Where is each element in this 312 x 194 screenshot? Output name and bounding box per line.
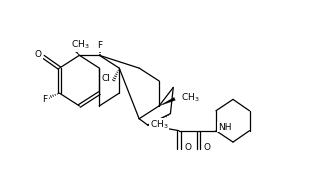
Text: Cl: Cl — [102, 74, 111, 83]
Text: CH$_3$: CH$_3$ — [181, 91, 200, 104]
Text: F: F — [97, 41, 102, 50]
Text: O: O — [204, 143, 211, 152]
Polygon shape — [71, 46, 79, 55]
Text: O: O — [184, 143, 191, 152]
Text: F: F — [42, 95, 47, 104]
Text: NH: NH — [218, 123, 232, 132]
Text: CH$_3$: CH$_3$ — [150, 119, 168, 131]
Polygon shape — [159, 97, 175, 106]
Text: O: O — [35, 50, 42, 59]
Text: CH$_3$: CH$_3$ — [71, 39, 90, 51]
